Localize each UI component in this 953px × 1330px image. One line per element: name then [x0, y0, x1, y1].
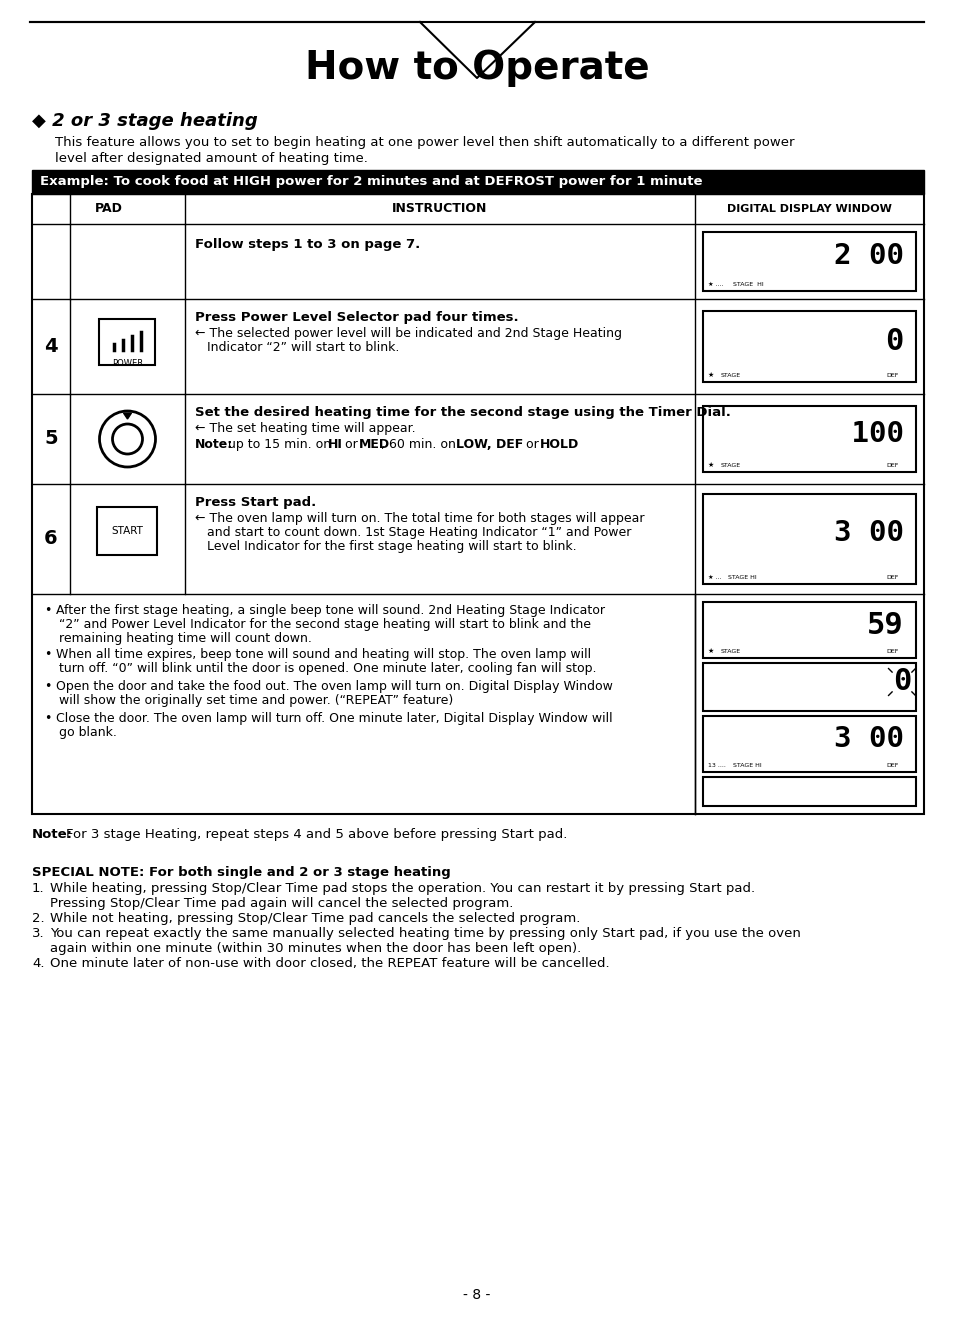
- Bar: [99, 318, 155, 364]
- Text: Press Start pad.: Press Start pad.: [194, 496, 315, 509]
- Text: When all time expires, beep tone will sound and heating will stop. The oven lamp: When all time expires, beep tone will so…: [56, 648, 591, 661]
- Text: •: •: [44, 680, 51, 693]
- Text: 0: 0: [892, 668, 910, 697]
- Text: go blank.: go blank.: [59, 726, 117, 739]
- Text: 6: 6: [44, 529, 58, 548]
- Text: STAGE HI: STAGE HI: [727, 575, 756, 580]
- Text: will show the originally set time and power. (“REPEAT” feature): will show the originally set time and po…: [59, 694, 453, 708]
- Text: 1.: 1.: [32, 882, 45, 895]
- Bar: [702, 493, 915, 584]
- Text: - 8 -: - 8 -: [463, 1287, 490, 1302]
- Text: 59: 59: [866, 610, 903, 640]
- Text: DEF: DEF: [885, 463, 898, 468]
- Text: STAGE  HI: STAGE HI: [732, 282, 763, 287]
- Text: up to 15 min. on: up to 15 min. on: [228, 438, 335, 451]
- Text: 13 ....: 13 ....: [707, 763, 725, 767]
- Text: remaining heating time will count down.: remaining heating time will count down.: [59, 632, 312, 645]
- Text: 0: 0: [884, 327, 903, 356]
- Text: or: or: [521, 438, 542, 451]
- Text: Example: To cook food at HIGH power for 2 minutes and at DEFROST power for 1 min: Example: To cook food at HIGH power for …: [40, 176, 701, 189]
- Text: INSTRUCTION: INSTRUCTION: [392, 202, 487, 215]
- Bar: [702, 716, 915, 771]
- Text: Close the door. The oven lamp will turn off. One minute later, Digital Display W: Close the door. The oven lamp will turn …: [56, 712, 612, 725]
- Bar: [702, 662, 915, 712]
- Text: ◆ 2 or 3 stage heating: ◆ 2 or 3 stage heating: [32, 112, 257, 130]
- Bar: [702, 602, 915, 658]
- Text: , 60 min. on: , 60 min. on: [380, 438, 459, 451]
- Text: LOW, DEF: LOW, DEF: [456, 438, 522, 451]
- Text: DEF: DEF: [885, 575, 898, 580]
- Text: DIGITAL DISPLAY WINDOW: DIGITAL DISPLAY WINDOW: [726, 203, 891, 214]
- Text: ★ ....: ★ ....: [707, 282, 723, 287]
- Text: turn off. “0” will blink until the door is opened. One minute later, cooling fan: turn off. “0” will blink until the door …: [59, 662, 596, 676]
- Text: again within one minute (within 30 minutes when the door has been left open).: again within one minute (within 30 minut…: [50, 942, 580, 955]
- Text: STAGE: STAGE: [720, 649, 740, 654]
- Text: After the first stage heating, a single beep tone will sound. 2nd Heating Stage : After the first stage heating, a single …: [56, 604, 604, 617]
- Text: You can repeat exactly the same manually selected heating time by pressing only : You can repeat exactly the same manually…: [50, 927, 800, 940]
- Text: Follow steps 1 to 3 on page 7.: Follow steps 1 to 3 on page 7.: [194, 238, 420, 251]
- Text: 4: 4: [44, 336, 58, 356]
- Text: DEF: DEF: [885, 372, 898, 378]
- Text: Level Indicator for the first stage heating will start to blink.: Level Indicator for the first stage heat…: [207, 540, 576, 553]
- Text: ← The oven lamp will turn on. The total time for both stages will appear: ← The oven lamp will turn on. The total …: [194, 512, 644, 525]
- Text: ★: ★: [707, 372, 714, 378]
- Text: Pressing Stop/Clear Time pad again will cancel the selected program.: Pressing Stop/Clear Time pad again will …: [50, 896, 513, 910]
- Text: POWER: POWER: [112, 359, 143, 368]
- Text: MED: MED: [358, 438, 390, 451]
- Text: 2.: 2.: [32, 912, 45, 924]
- Text: HOLD: HOLD: [539, 438, 578, 451]
- Bar: [97, 507, 157, 555]
- Text: While heating, pressing Stop/Clear Time pad stops the operation. You can restart: While heating, pressing Stop/Clear Time …: [50, 882, 755, 895]
- Text: PAD: PAD: [94, 202, 122, 215]
- Text: SPECIAL NOTE: For both single and 2 or 3 stage heating: SPECIAL NOTE: For both single and 2 or 3…: [32, 866, 450, 879]
- Bar: [32, 170, 923, 194]
- Text: While not heating, pressing Stop/Clear Time pad cancels the selected program.: While not heating, pressing Stop/Clear T…: [50, 912, 579, 924]
- Text: DEF: DEF: [885, 763, 898, 767]
- Text: 3 00: 3 00: [833, 519, 903, 547]
- Text: STAGE: STAGE: [720, 463, 740, 468]
- Text: Press Power Level Selector pad four times.: Press Power Level Selector pad four time…: [194, 311, 518, 325]
- Text: Note:: Note:: [194, 438, 233, 451]
- Text: Note:: Note:: [32, 829, 73, 841]
- Text: •: •: [44, 712, 51, 725]
- Text: HI: HI: [328, 438, 342, 451]
- Text: How to Operate: How to Operate: [304, 49, 649, 86]
- Text: Open the door and take the food out. The oven lamp will turn on. Digital Display: Open the door and take the food out. The…: [56, 680, 612, 693]
- Text: Set the desired heating time for the second stage using the Timer Dial.: Set the desired heating time for the sec…: [194, 406, 730, 419]
- Text: “2” and Power Level Indicator for the second stage heating will start to blink a: “2” and Power Level Indicator for the se…: [59, 618, 590, 630]
- Text: ← The selected power level will be indicated and 2nd Stage Heating: ← The selected power level will be indic…: [194, 327, 621, 340]
- Text: 100: 100: [833, 420, 903, 448]
- Text: DEF: DEF: [885, 649, 898, 654]
- Text: ← The set heating time will appear.: ← The set heating time will appear.: [194, 422, 416, 435]
- Text: ★: ★: [707, 648, 714, 654]
- Text: ★ ...: ★ ...: [707, 575, 720, 580]
- Text: level after designated amount of heating time.: level after designated amount of heating…: [55, 152, 368, 165]
- Text: •: •: [44, 604, 51, 617]
- Bar: [702, 311, 915, 382]
- Bar: [702, 231, 915, 291]
- Text: STAGE: STAGE: [720, 372, 740, 378]
- Text: •: •: [44, 648, 51, 661]
- Text: or: or: [340, 438, 361, 451]
- Bar: [702, 777, 915, 806]
- Text: Indicator “2” will start to blink.: Indicator “2” will start to blink.: [207, 340, 399, 354]
- Polygon shape: [123, 414, 132, 419]
- Text: 4.: 4.: [32, 958, 45, 970]
- Text: One minute later of non-use with door closed, the REPEAT feature will be cancell: One minute later of non-use with door cl…: [50, 958, 609, 970]
- Text: and start to count down. 1st Stage Heating Indicator “1” and Power: and start to count down. 1st Stage Heati…: [207, 525, 631, 539]
- Bar: [702, 406, 915, 472]
- Text: 2 00: 2 00: [833, 242, 903, 270]
- Text: STAGE HI: STAGE HI: [732, 763, 760, 767]
- Text: For 3 stage Heating, repeat steps 4 and 5 above before pressing Start pad.: For 3 stage Heating, repeat steps 4 and …: [66, 829, 567, 841]
- Text: 5: 5: [44, 430, 58, 448]
- Text: 3 00: 3 00: [833, 725, 903, 753]
- Text: 3.: 3.: [32, 927, 45, 940]
- Text: This feature allows you to set to begin heating at one power level then shift au: This feature allows you to set to begin …: [55, 136, 794, 149]
- Text: ★: ★: [707, 462, 714, 468]
- Bar: [32, 194, 923, 814]
- Text: START: START: [112, 525, 143, 536]
